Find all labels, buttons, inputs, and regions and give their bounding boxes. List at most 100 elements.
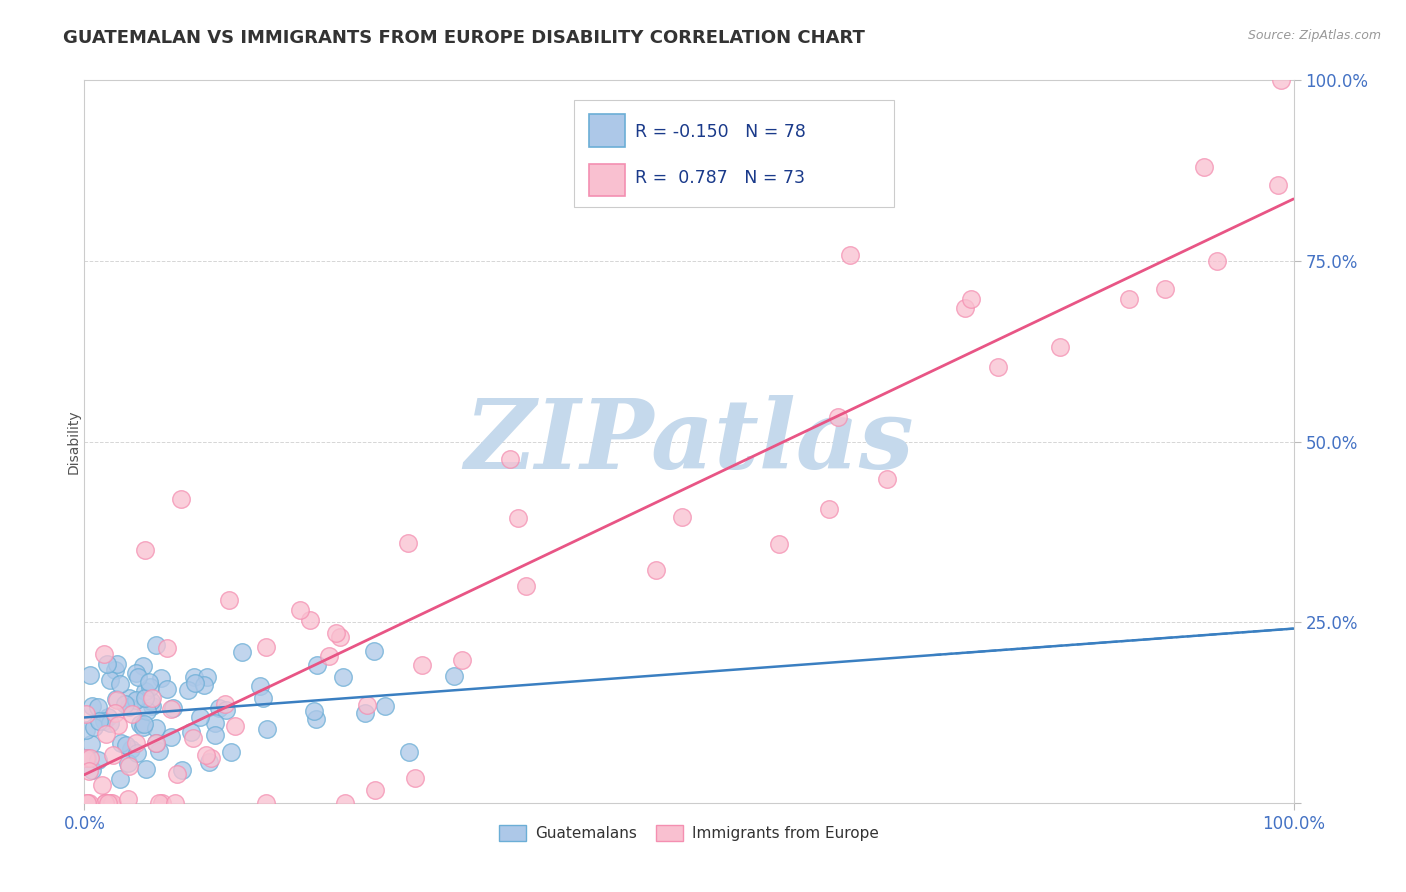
Point xyxy=(325,626,347,640)
Point xyxy=(107,718,129,732)
Point xyxy=(83,720,105,734)
Point xyxy=(136,704,159,718)
Point xyxy=(108,772,131,786)
Point xyxy=(1153,282,1175,296)
Point xyxy=(118,691,141,706)
Text: R =  0.787   N = 73: R = 0.787 N = 73 xyxy=(634,169,804,186)
Point xyxy=(215,703,238,717)
Point xyxy=(1194,161,1216,175)
Point xyxy=(118,699,141,714)
Point xyxy=(184,675,207,690)
Point xyxy=(329,631,352,645)
Point xyxy=(252,691,274,706)
Point xyxy=(150,796,173,810)
Point xyxy=(335,796,357,810)
Point xyxy=(508,511,530,525)
Point xyxy=(180,724,202,739)
Point xyxy=(135,762,157,776)
Point xyxy=(249,679,271,693)
Point xyxy=(145,736,167,750)
Point xyxy=(105,657,128,672)
Point xyxy=(141,694,163,708)
Point xyxy=(876,472,898,486)
Point xyxy=(77,764,100,778)
Point xyxy=(117,791,139,805)
Point xyxy=(254,796,277,810)
Point xyxy=(159,702,181,716)
Point xyxy=(141,699,163,714)
Point xyxy=(354,706,377,720)
Point xyxy=(79,751,101,765)
Point xyxy=(302,705,325,719)
Point xyxy=(986,359,1008,374)
Point xyxy=(193,677,215,691)
Point xyxy=(214,697,236,711)
Point xyxy=(194,748,217,763)
Bar xyxy=(589,163,624,196)
Point xyxy=(200,751,222,765)
Point xyxy=(363,644,385,658)
Text: Source: ZipAtlas.com: Source: ZipAtlas.com xyxy=(1247,29,1381,42)
Point xyxy=(75,751,97,765)
Y-axis label: Disability: Disability xyxy=(66,409,80,474)
Text: GUATEMALAN VS IMMIGRANTS FROM EUROPE DISABILITY CORRELATION CHART: GUATEMALAN VS IMMIGRANTS FROM EUROPE DIS… xyxy=(63,29,865,46)
Point xyxy=(195,670,218,684)
Point xyxy=(76,796,98,810)
Point xyxy=(1049,340,1071,354)
Point xyxy=(290,603,312,617)
Point xyxy=(170,763,193,777)
Point xyxy=(197,756,219,770)
Point xyxy=(515,579,537,593)
Point xyxy=(356,698,378,712)
Point xyxy=(155,682,177,697)
Point xyxy=(129,717,152,731)
Point xyxy=(120,741,142,756)
Point xyxy=(218,593,240,607)
Point xyxy=(138,675,160,690)
Point xyxy=(398,746,420,760)
Point xyxy=(644,563,666,577)
Point xyxy=(98,673,121,687)
Point xyxy=(145,721,167,735)
Point xyxy=(108,676,131,690)
Point xyxy=(94,727,117,741)
Point xyxy=(91,778,114,792)
Point xyxy=(105,693,128,707)
Point xyxy=(160,731,183,745)
Point xyxy=(80,764,103,778)
Point xyxy=(114,697,136,711)
Point xyxy=(305,657,328,672)
Point xyxy=(138,681,160,695)
Point xyxy=(305,712,328,726)
Point xyxy=(162,701,184,715)
Point xyxy=(148,744,170,758)
Point xyxy=(101,796,124,810)
Point xyxy=(134,683,156,698)
Point xyxy=(332,670,354,684)
Point xyxy=(204,728,226,742)
Point xyxy=(76,751,98,765)
Point xyxy=(318,649,340,664)
Point xyxy=(231,645,253,659)
Point xyxy=(127,747,149,761)
Point xyxy=(115,738,138,752)
Point xyxy=(80,737,103,751)
Bar xyxy=(574,100,894,207)
Point xyxy=(96,657,118,672)
Point xyxy=(97,796,120,810)
Point xyxy=(76,796,98,810)
Point xyxy=(93,714,115,729)
Point xyxy=(256,723,278,737)
Point xyxy=(127,670,149,684)
Point xyxy=(132,716,155,731)
Point xyxy=(94,796,117,810)
Point xyxy=(117,756,139,770)
Point xyxy=(404,771,426,785)
Point xyxy=(177,683,200,698)
Text: ZIPatlas: ZIPatlas xyxy=(464,394,914,489)
Point xyxy=(411,657,433,672)
Point xyxy=(818,502,841,516)
Point xyxy=(104,692,127,706)
Point xyxy=(87,700,110,714)
Point xyxy=(499,452,522,467)
